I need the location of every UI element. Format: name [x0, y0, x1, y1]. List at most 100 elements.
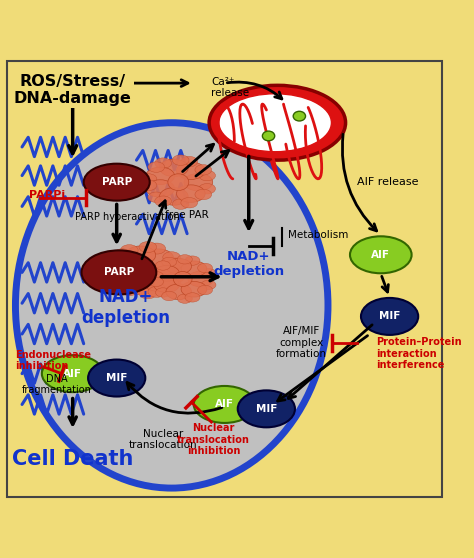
Ellipse shape	[113, 249, 131, 260]
Ellipse shape	[293, 111, 306, 121]
Ellipse shape	[155, 158, 172, 169]
Text: NAD+
depletion: NAD+ depletion	[213, 249, 284, 277]
Text: MIF: MIF	[379, 311, 400, 321]
Ellipse shape	[148, 277, 164, 286]
Ellipse shape	[209, 85, 346, 160]
Ellipse shape	[120, 285, 138, 296]
Ellipse shape	[120, 244, 138, 256]
Ellipse shape	[139, 288, 156, 299]
Ellipse shape	[88, 359, 146, 397]
Ellipse shape	[16, 123, 328, 488]
Ellipse shape	[350, 236, 411, 273]
Ellipse shape	[151, 261, 182, 280]
Ellipse shape	[155, 288, 171, 297]
Ellipse shape	[155, 196, 172, 206]
Ellipse shape	[181, 198, 198, 208]
Ellipse shape	[181, 261, 207, 277]
Ellipse shape	[176, 185, 205, 203]
Ellipse shape	[194, 386, 255, 423]
Ellipse shape	[177, 294, 192, 304]
Text: Protein–Protein
interaction
interference: Protein–Protein interaction interference	[376, 337, 462, 371]
Ellipse shape	[166, 284, 191, 300]
Ellipse shape	[140, 174, 157, 184]
Ellipse shape	[84, 163, 150, 201]
Ellipse shape	[188, 271, 213, 287]
Text: AIF release: AIF release	[356, 177, 418, 187]
Ellipse shape	[173, 155, 189, 165]
Ellipse shape	[126, 276, 155, 295]
Ellipse shape	[113, 281, 131, 292]
Ellipse shape	[146, 180, 174, 197]
Text: Ca²⁺
release: Ca²⁺ release	[211, 76, 249, 98]
Ellipse shape	[199, 170, 216, 181]
Ellipse shape	[361, 298, 418, 335]
Ellipse shape	[167, 272, 184, 283]
Ellipse shape	[160, 159, 188, 177]
Ellipse shape	[139, 242, 156, 253]
Ellipse shape	[140, 180, 157, 191]
Ellipse shape	[134, 261, 156, 279]
Ellipse shape	[177, 254, 192, 264]
Ellipse shape	[126, 246, 155, 264]
Ellipse shape	[263, 131, 275, 141]
Ellipse shape	[160, 187, 188, 205]
Ellipse shape	[111, 268, 141, 286]
Ellipse shape	[201, 280, 216, 290]
Text: PARP: PARP	[104, 267, 134, 277]
Ellipse shape	[148, 286, 165, 297]
Ellipse shape	[155, 261, 171, 270]
Ellipse shape	[162, 257, 177, 267]
Text: AIF: AIF	[371, 250, 390, 260]
Ellipse shape	[199, 184, 216, 194]
Text: PARP: PARP	[101, 177, 132, 187]
Ellipse shape	[176, 162, 205, 180]
Ellipse shape	[154, 266, 179, 281]
Ellipse shape	[148, 272, 164, 281]
Ellipse shape	[144, 273, 173, 291]
Text: free PAR: free PAR	[165, 210, 209, 220]
Ellipse shape	[162, 291, 177, 301]
Text: Metabolism: Metabolism	[288, 230, 349, 240]
Ellipse shape	[173, 199, 189, 209]
Ellipse shape	[181, 156, 198, 167]
Ellipse shape	[167, 258, 184, 269]
Ellipse shape	[181, 281, 207, 297]
Text: Cell Death: Cell Death	[12, 450, 133, 469]
Text: Endonuclease
inhibition: Endonuclease inhibition	[16, 350, 91, 371]
Ellipse shape	[195, 165, 212, 175]
Ellipse shape	[154, 277, 179, 292]
Ellipse shape	[146, 167, 174, 185]
Text: MIF: MIF	[255, 404, 277, 414]
Ellipse shape	[219, 94, 331, 152]
Ellipse shape	[42, 355, 103, 392]
FancyBboxPatch shape	[7, 61, 442, 497]
Text: PARP hyperactivation: PARP hyperactivation	[75, 213, 180, 223]
Text: AIF: AIF	[215, 400, 234, 410]
Ellipse shape	[144, 249, 173, 267]
Text: AIF: AIF	[63, 369, 82, 379]
Text: Nuclear
translocation: Nuclear translocation	[128, 429, 197, 450]
Ellipse shape	[195, 189, 212, 200]
Ellipse shape	[148, 243, 165, 254]
Ellipse shape	[166, 258, 191, 274]
Text: Nuclear
translocation
inhibition: Nuclear translocation inhibition	[177, 423, 250, 456]
Ellipse shape	[82, 251, 156, 295]
Ellipse shape	[163, 252, 181, 263]
Text: MIF: MIF	[106, 373, 128, 383]
Ellipse shape	[105, 268, 123, 279]
Text: ROS/Stress/
DNA-damage: ROS/Stress/ DNA-damage	[14, 74, 132, 106]
Ellipse shape	[201, 268, 216, 278]
Text: AIF/MIF
complex
formation: AIF/MIF complex formation	[276, 326, 327, 359]
Ellipse shape	[173, 272, 192, 286]
Ellipse shape	[198, 263, 212, 273]
Text: NAD+
depletion: NAD+ depletion	[81, 288, 170, 327]
Ellipse shape	[148, 162, 164, 172]
Text: DNA
fragmentation: DNA fragmentation	[22, 374, 92, 396]
Ellipse shape	[105, 261, 123, 272]
Ellipse shape	[111, 254, 141, 273]
Ellipse shape	[198, 285, 212, 295]
Ellipse shape	[148, 192, 164, 203]
Ellipse shape	[185, 256, 200, 265]
Ellipse shape	[185, 293, 200, 302]
Ellipse shape	[168, 174, 189, 190]
